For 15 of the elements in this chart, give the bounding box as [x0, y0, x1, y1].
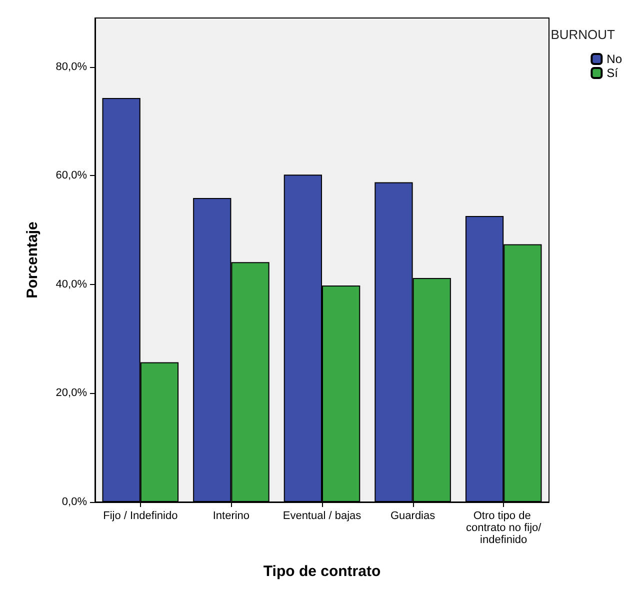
y-axis-title: Porcentaje [24, 222, 41, 298]
x-tick-label: Interino [212, 510, 250, 522]
x-tick-label: Fijo / Indefinido [103, 510, 178, 522]
y-tick-label: 60,0% [56, 170, 88, 182]
x-tick-label: Guardias [390, 510, 436, 522]
legend-title: BURNOUT [550, 27, 616, 42]
x-tick-label: Eventual / bajas [282, 510, 362, 522]
x-tick-label: Otro tipo de contrato no fijo/indefinido [466, 510, 542, 546]
legend-label: Sí [606, 66, 619, 80]
y-tick-label: 20,0% [56, 387, 88, 400]
y-tick-label: 80,0% [56, 60, 88, 73]
legend-label: No [606, 52, 622, 66]
y-tick-label: 40,0% [56, 278, 88, 290]
x-axis-title: Tipo de contrato [263, 563, 381, 580]
y-tick-label: 0,0% [62, 496, 88, 508]
